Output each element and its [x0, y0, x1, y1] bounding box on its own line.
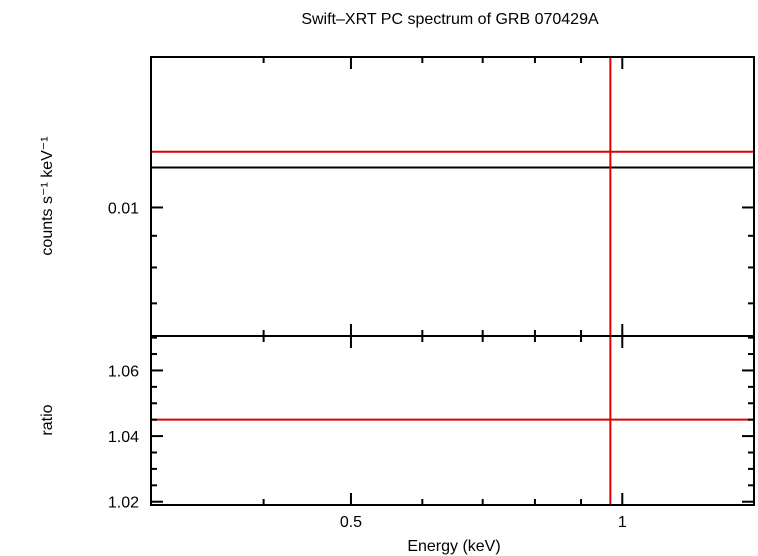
spectrum-frame [150, 56, 755, 337]
spectrum-panel: counts s⁻¹ keV⁻¹ 0.01 [39, 56, 755, 337]
x-axis-label: Energy (keV) [407, 538, 500, 555]
spectrum-y-tick-label: 0.01 [108, 200, 139, 217]
chart-title: Swift–XRT PC spectrum of GRB 070429A [301, 11, 599, 28]
x-tick-label: 0.5 [340, 514, 362, 531]
ratio-panel: ratio 1.02 1.04 1.06 [39, 335, 755, 512]
x-tick-label: 1 [618, 514, 627, 531]
ratio-y-tick-label: 1.02 [108, 495, 139, 512]
ratio-y-tick-label: 1.04 [108, 429, 139, 446]
ratio-y-tick-label: 1.06 [108, 363, 139, 380]
ratio-y-axis-label: ratio [39, 404, 56, 435]
x-tick-labels: 0.5 1 [340, 514, 627, 531]
spectrum-y-axis-label: counts s⁻¹ keV⁻¹ [39, 136, 56, 255]
